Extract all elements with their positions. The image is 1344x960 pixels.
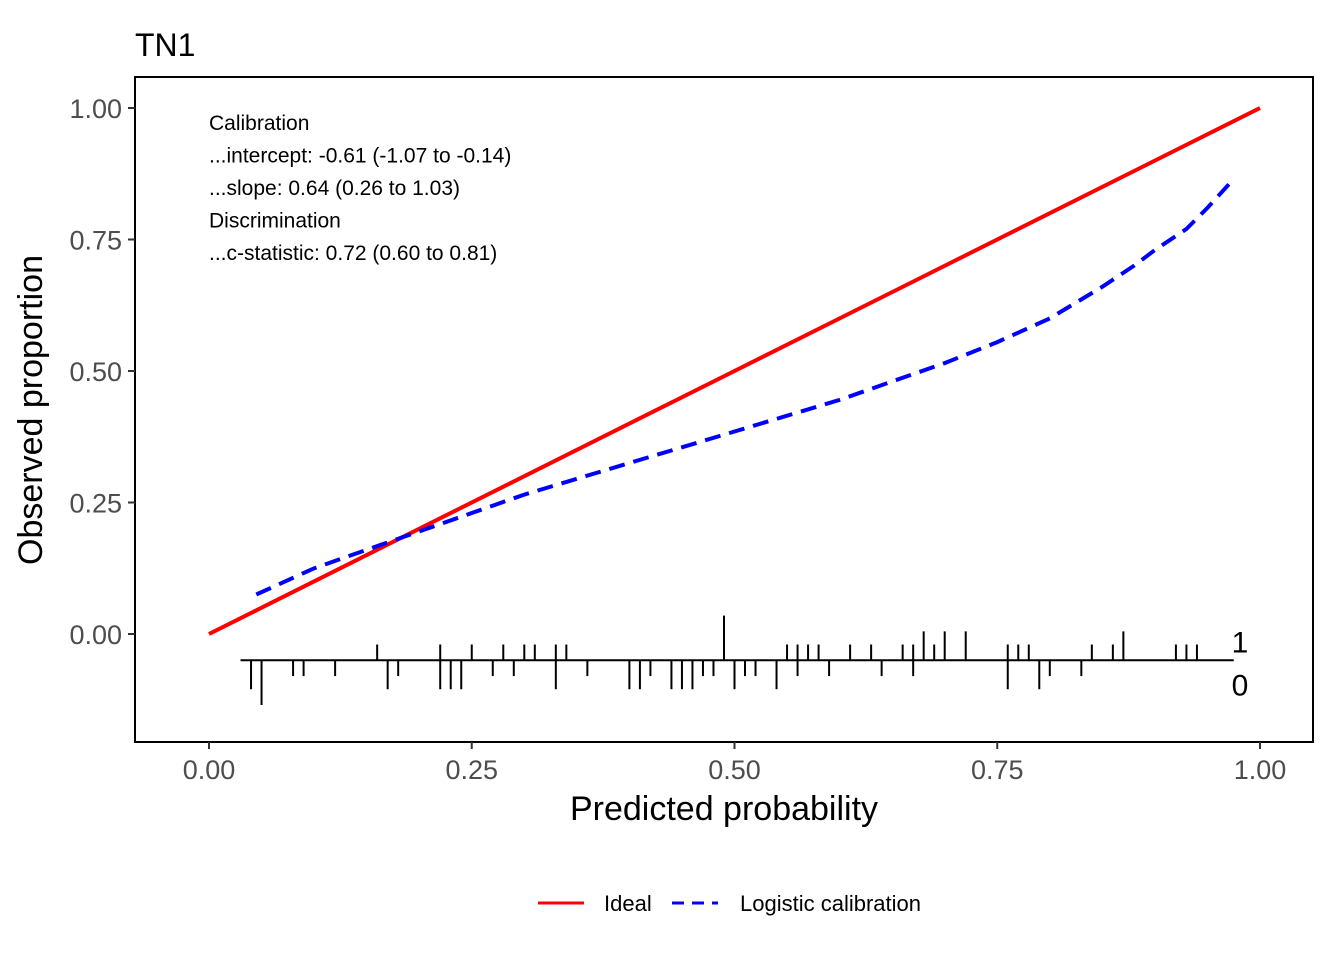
annotation-line: ...slope: 0.64 (0.26 to 1.03) [209,177,460,200]
annotation-line: ...intercept: -0.61 (-1.07 to -0.14) [209,145,511,168]
y-axis: 0.00 0.25 0.50 0.75 1.00 [69,94,135,650]
y-tick-label: 0.50 [69,357,122,387]
legend-label-1: Ideal [604,891,652,916]
legend: Ideal Logistic calibration [538,891,921,916]
x-axis-title: Predicted probability [570,790,878,828]
distribution-rug: 10 [240,615,1249,706]
rug-label-nonevents: 0 [1232,669,1249,702]
x-tick-label: 0.50 [708,755,761,785]
series-layer [208,106,1261,636]
y-tick-label: 0.00 [69,620,122,650]
x-tick-label: 0.25 [445,755,498,785]
y-tick-label: 0.75 [69,226,122,256]
x-tick-label: 0.75 [971,755,1024,785]
y-axis-title: Observed proportion [12,255,50,565]
y-tick-label: 0.25 [69,489,122,519]
series-line-1 [208,106,1261,636]
legend-label-2: Logistic calibration [740,891,921,916]
annotation-line: Calibration [209,112,309,135]
plot-panel-border [134,76,1314,743]
chart-title: TN1 [135,27,195,63]
annotation-line: Discrimination [209,210,341,233]
y-tick-label: 1.00 [69,94,122,124]
x-tick-label: 0.00 [183,755,236,785]
calibration-annotation: Calibration ...intercept: -0.61 (-1.07 to… [209,112,511,265]
series-line-2 [255,177,1236,597]
rug-label-events: 1 [1232,626,1249,659]
x-axis: 0.00 0.25 0.50 0.75 1.00 [183,742,1287,785]
x-tick-label: 1.00 [1234,755,1287,785]
annotation-line: ...c-statistic: 0.72 (0.60 to 0.81) [209,242,497,265]
